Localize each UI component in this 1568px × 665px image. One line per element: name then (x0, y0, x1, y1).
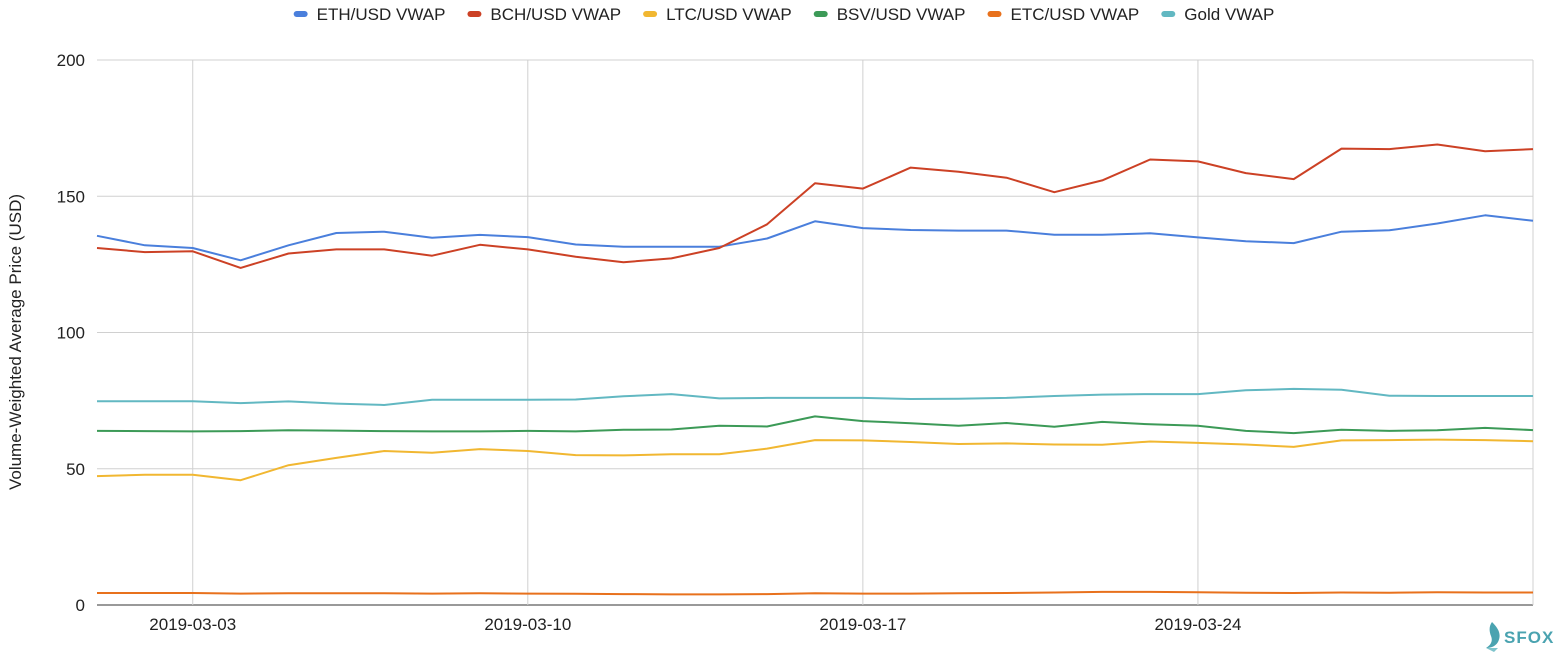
grid-lines (97, 59, 1534, 606)
fish-tail-icon (1486, 648, 1498, 652)
legend-swatch (1161, 11, 1176, 17)
legend-label: ETC/USD VWAP (1011, 5, 1140, 24)
legend-item: ETC/USD VWAP (987, 5, 1140, 24)
x-tick-label: 2019-03-10 (484, 615, 571, 634)
legend-label: LTC/USD VWAP (666, 5, 792, 24)
x-tick-label: 2019-03-17 (819, 615, 906, 634)
series-line (96, 438, 1534, 482)
legend-swatch (643, 11, 658, 17)
x-tick-label: 2019-03-03 (149, 615, 236, 634)
legend-item: Gold VWAP (1161, 5, 1274, 24)
legend-swatch (293, 11, 308, 17)
series-line (97, 387, 1533, 406)
series-line (96, 214, 1534, 262)
legend-item: ETH/USD VWAP (293, 5, 446, 24)
y-tick-label: 50 (66, 460, 85, 479)
legend-label: Gold VWAP (1184, 5, 1274, 24)
fish-logo-icon (1486, 622, 1500, 648)
legend-item: BCH/USD VWAP (467, 5, 621, 24)
y-tick-label: 200 (57, 51, 85, 70)
legend-label: BSV/USD VWAP (837, 5, 966, 24)
y-tick-label: 150 (57, 187, 85, 206)
y-tick-label: 0 (76, 596, 85, 615)
legend-swatch (467, 11, 482, 17)
series-line (96, 143, 1534, 269)
legend-item: BSV/USD VWAP (813, 5, 966, 24)
y-tick-label: 100 (57, 324, 85, 343)
legend: ETH/USD VWAP BCH/USD VWAP LTC/USD VWAP BSV/… (293, 5, 1274, 24)
sfox-logo: SFOX (1486, 622, 1554, 652)
legend-swatch (987, 11, 1002, 17)
legend-item: LTC/USD VWAP (643, 5, 792, 24)
legend-label: BCH/USD VWAP (490, 5, 621, 24)
y-axis-ticks: 0 50 100 150 200 (57, 51, 85, 615)
x-axis-ticks: 2019-03-03 2019-03-10 2019-03-17 2019-03-24 (149, 615, 1241, 634)
legend-swatch (813, 11, 828, 17)
y-axis-title: Volume-Weighted Average Price (USD) (6, 194, 25, 490)
series-lines (96, 143, 1534, 596)
logo-text: SFOX (1504, 628, 1554, 647)
legend-label: ETH/USD VWAP (317, 5, 446, 24)
x-tick-label: 2019-03-24 (1154, 615, 1241, 634)
series-line (97, 590, 1533, 596)
series-line (96, 415, 1534, 435)
